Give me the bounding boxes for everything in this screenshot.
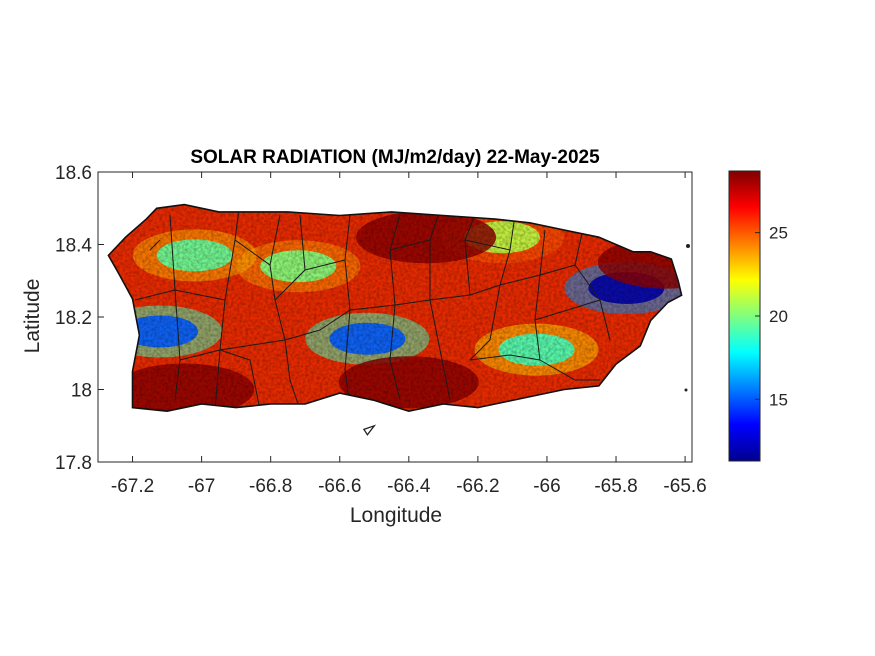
y-tick-label: 18.6: [55, 163, 92, 184]
x-tick-label: -66.8: [249, 476, 292, 497]
x-tick-label: -66: [533, 476, 560, 497]
islet: [362, 424, 377, 436]
colorbar-tick-label: 25: [769, 224, 788, 243]
x-axis-ticks: -67.2 -67 -66.8 -66.6 -66.4 -66.2 -66 -65.8 -65.…: [111, 172, 707, 497]
x-tick-label: -67: [188, 476, 215, 497]
coastline: [107, 203, 683, 413]
colorbar: [728, 170, 761, 462]
x-tick-label: -66.4: [387, 476, 431, 497]
colorbar-tick-label: 20: [769, 307, 788, 326]
x-axis-label: Longitude: [350, 504, 442, 527]
municipality-borders: [134, 204, 611, 411]
islet-dot-south: [684, 388, 688, 392]
x-tick-label: -66.2: [456, 476, 499, 497]
islet-dot-east: [686, 244, 690, 248]
y-tick-label: 18: [71, 381, 92, 402]
colorbar-tick-label: 15: [769, 390, 788, 409]
chart-title: SOLAR RADIATION (MJ/m2/day) 22-May-2025: [190, 147, 600, 168]
x-tick-label: -65.6: [663, 476, 706, 497]
y-axis-ticks: 17.8 18 18.2 18.4 18.6: [55, 163, 104, 474]
y-tick-label: 18.4: [55, 236, 92, 257]
radiation-field: [108, 204, 682, 412]
y-tick-label: 17.8: [55, 453, 92, 474]
y-axis-label: Latitude: [21, 279, 44, 354]
x-tick-label: -67.2: [111, 476, 154, 497]
y-tick-label: 18.2: [55, 308, 92, 329]
colorbar-ticks: 15 20 25: [755, 224, 788, 409]
x-tick-label: -65.8: [594, 476, 637, 497]
x-tick-label: -66.6: [318, 476, 361, 497]
